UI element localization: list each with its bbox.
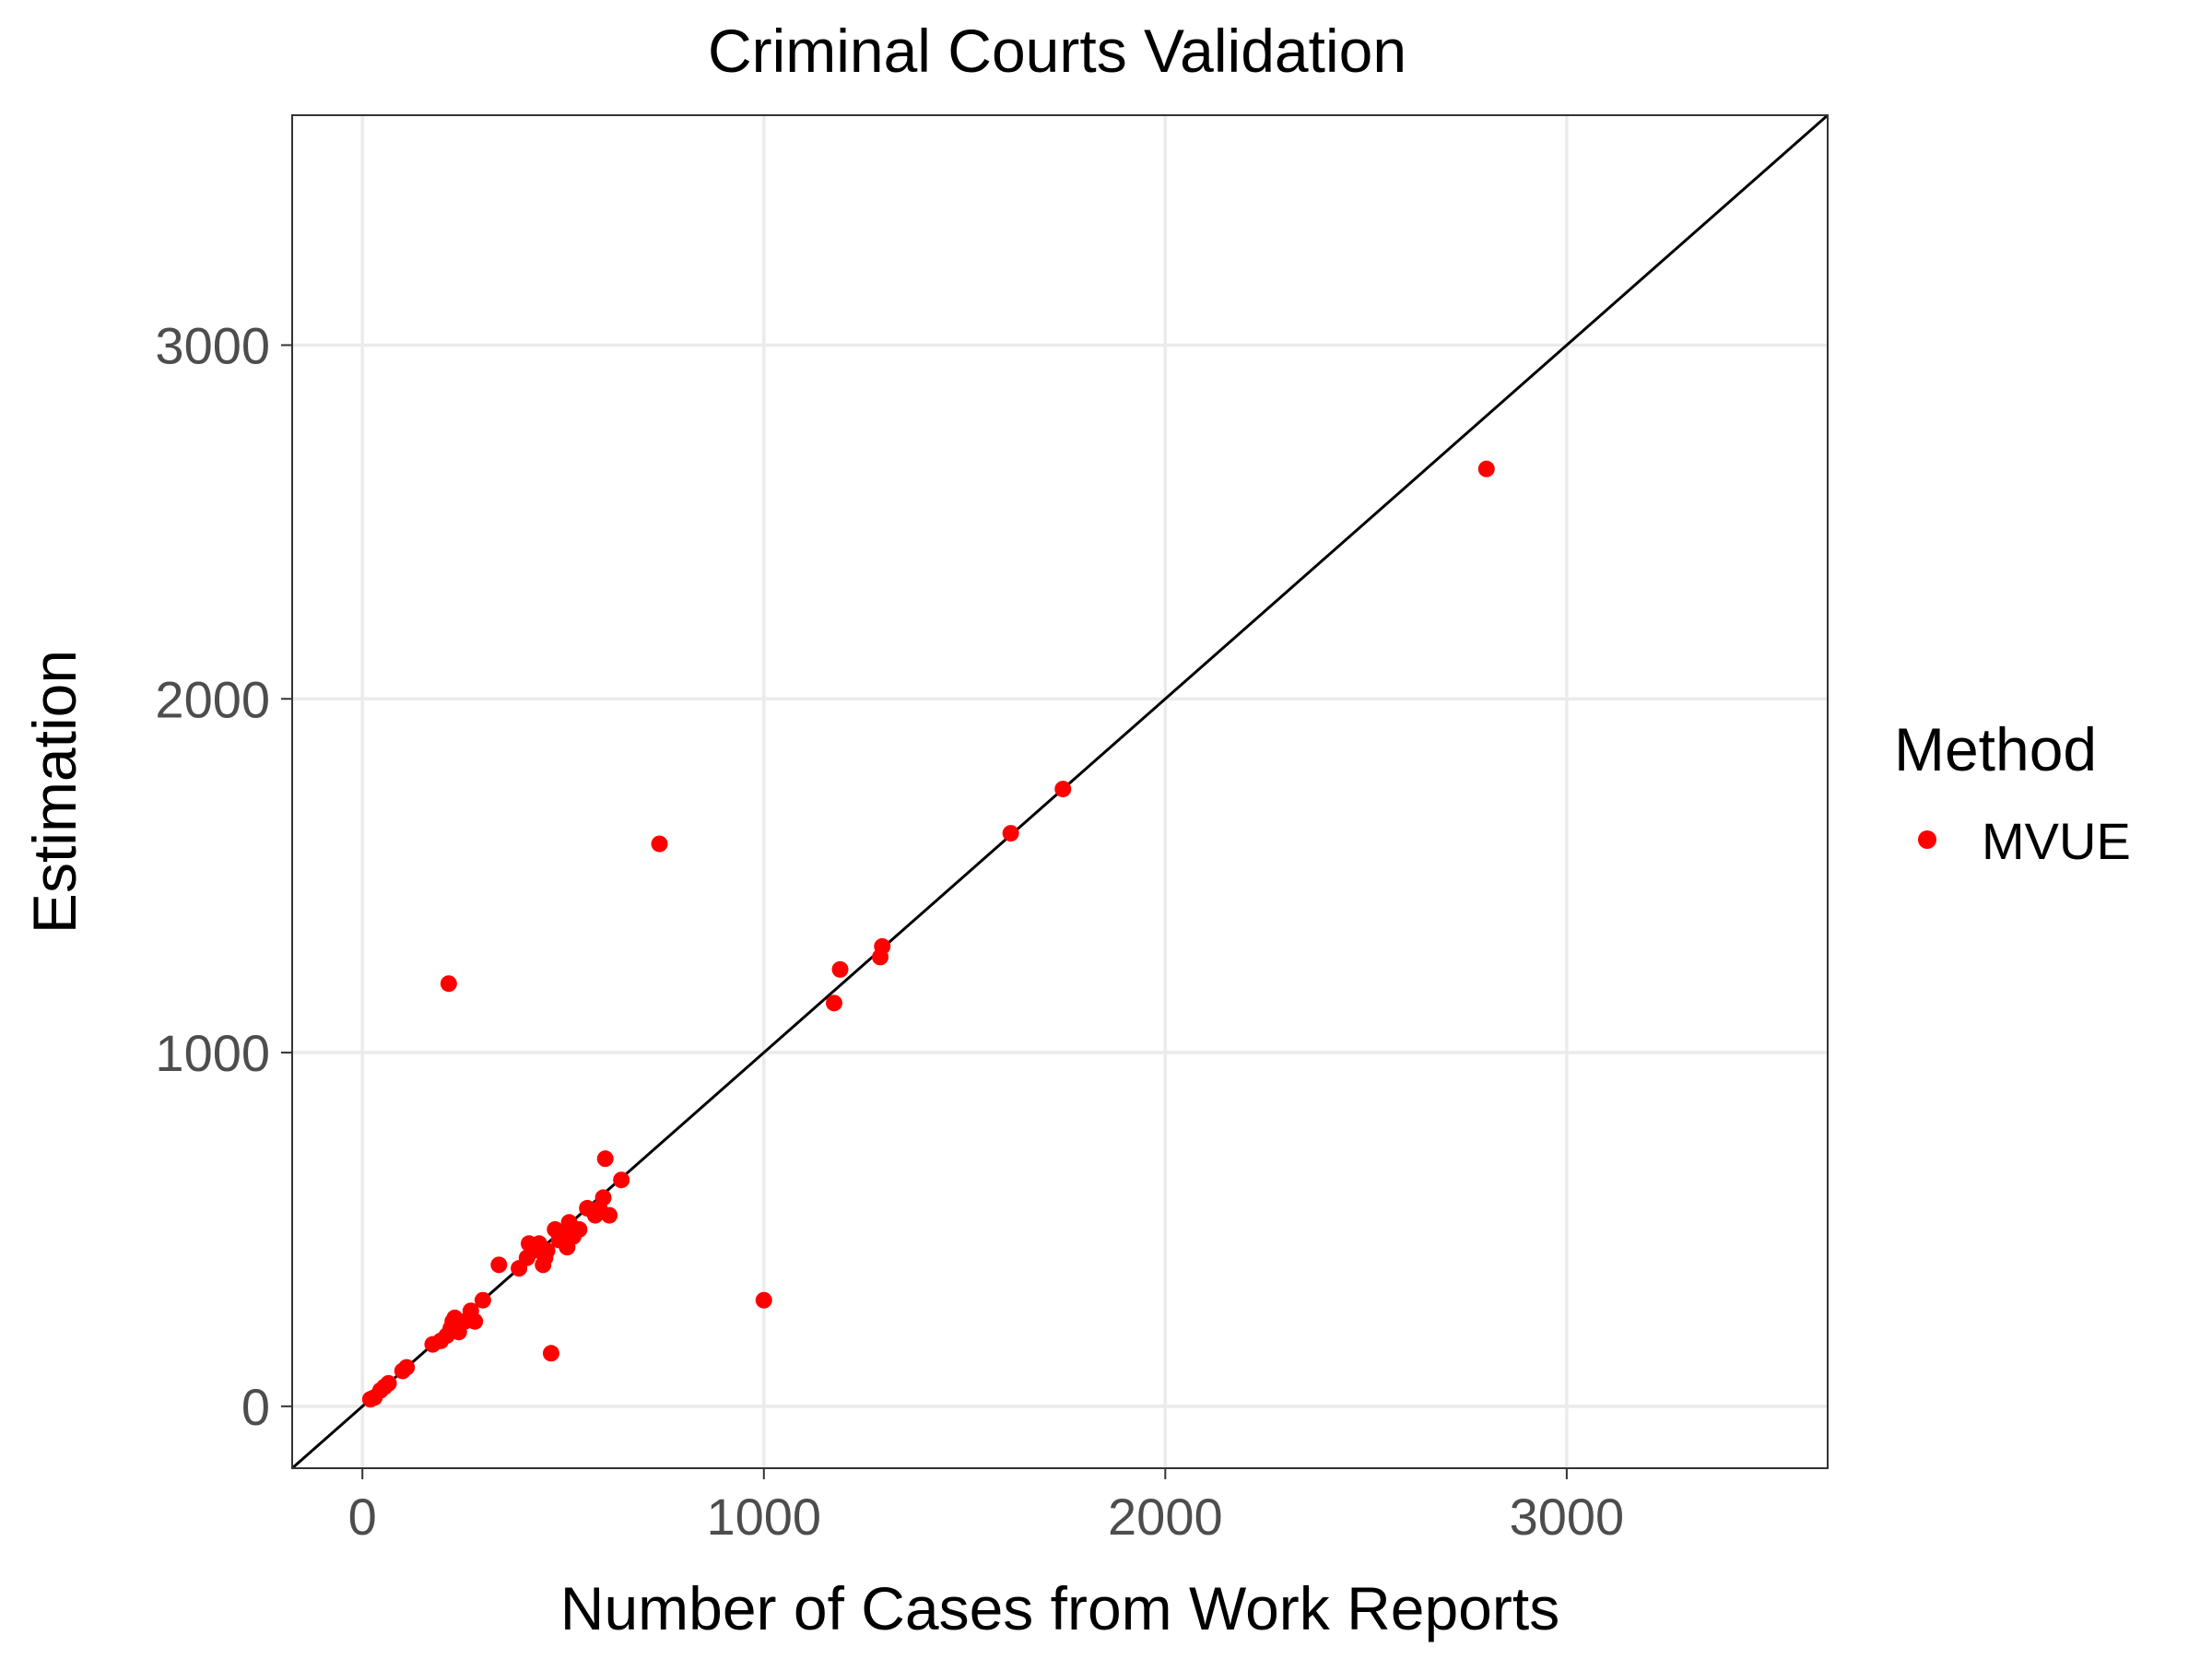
data-point — [466, 1312, 484, 1330]
data-point — [594, 1189, 612, 1206]
legend-title: Method — [1894, 715, 2097, 783]
x-axis-label: Number of Cases from Work Reports — [560, 1574, 1559, 1642]
data-point — [651, 835, 668, 853]
data-point — [874, 937, 891, 955]
x-tick-label: 1000 — [706, 1488, 821, 1546]
x-tick-label: 2000 — [1108, 1488, 1223, 1546]
data-point — [755, 1291, 772, 1309]
data-point — [538, 1241, 556, 1259]
legend: Method MVUE — [1894, 715, 2131, 870]
y-tick-label: 1000 — [155, 1024, 270, 1082]
data-point — [474, 1291, 491, 1309]
data-point — [542, 1345, 559, 1362]
chart-title: Criminal Courts Validation — [708, 17, 1406, 85]
data-point — [1002, 825, 1019, 842]
y-axis-ticks: 0 1000 2000 3000 — [155, 316, 292, 1436]
data-point — [596, 1150, 614, 1168]
data-points — [361, 460, 1495, 1408]
x-axis-ticks: 0 1000 2000 3000 — [348, 1468, 1625, 1546]
data-point — [571, 1220, 588, 1238]
y-axis-label: Estimation — [20, 650, 88, 934]
data-point — [831, 960, 849, 978]
data-point — [601, 1206, 618, 1224]
data-point — [398, 1359, 416, 1376]
data-point — [1054, 781, 1072, 798]
x-tick-label: 0 — [348, 1488, 377, 1546]
grid-lines — [292, 115, 1828, 1468]
legend-label-mvue: MVUE — [1982, 812, 2131, 870]
data-point — [1477, 460, 1495, 477]
y-tick-label: 3000 — [155, 316, 270, 374]
y-tick-label: 2000 — [155, 670, 270, 728]
x-tick-label: 3000 — [1510, 1488, 1625, 1546]
data-point — [826, 994, 842, 1012]
data-point — [440, 975, 457, 993]
data-point — [490, 1256, 508, 1274]
data-point — [613, 1171, 630, 1189]
plot-border — [291, 114, 1829, 1469]
data-point — [380, 1374, 397, 1392]
y-tick-label: 0 — [241, 1378, 270, 1436]
legend-key-mvue — [1918, 830, 1936, 849]
